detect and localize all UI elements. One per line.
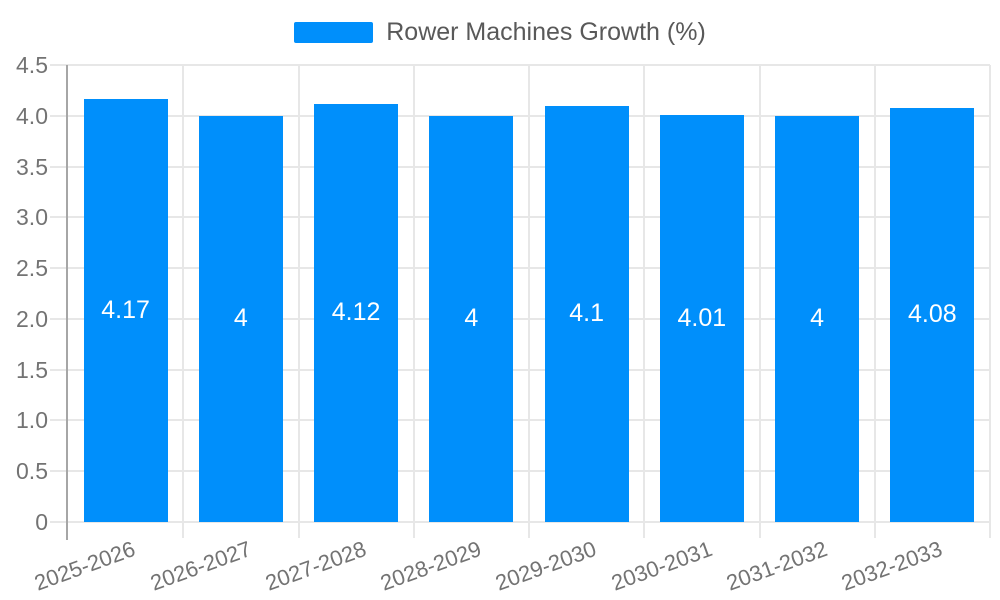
y-axis-tick (50, 521, 68, 523)
x-axis-label: 2029-2030 (492, 536, 600, 596)
bar-2030-2031[interactable]: 4.01 (659, 114, 744, 522)
x-axis-tick (182, 522, 185, 538)
y-axis-tick (50, 317, 68, 320)
bar-2025-2026[interactable]: 4.17 (83, 98, 168, 522)
y-axis-tick (50, 419, 68, 422)
x-axis-label: 2032-2033 (838, 536, 946, 596)
x-axis-tick (643, 522, 646, 538)
x-axis-tick (873, 522, 876, 538)
x-axis-label: 2026-2027 (146, 536, 255, 596)
x-axis-label: 2028-2029 (377, 536, 485, 596)
y-axis-label: 2.5 (16, 255, 48, 282)
y-axis-tick (50, 216, 68, 219)
y-axis-label: 1.5 (16, 356, 48, 383)
y-axis-tick (50, 368, 68, 371)
legend-label: Rower Machines Growth (%) (386, 18, 706, 46)
gridline-vertical (528, 65, 530, 522)
y-axis-tick (50, 267, 68, 270)
x-axis-label: 2027-2028 (261, 536, 370, 596)
legend-swatch-icon (294, 22, 374, 43)
x-axis-label: 2025-2026 (31, 536, 139, 596)
bar-2028-2029[interactable]: 4 (429, 115, 514, 522)
bar-2032-2033[interactable]: 4.08 (890, 107, 975, 522)
bar-value-label: 4 (464, 304, 479, 333)
y-axis-label: 1.0 (16, 407, 48, 434)
y-axis-label: 0 (35, 509, 48, 535)
bar-2026-2027[interactable]: 4 (198, 115, 283, 522)
gridline-vertical (297, 65, 300, 522)
y-axis-label: 3.0 (16, 204, 48, 231)
y-axis-tick (50, 64, 68, 66)
bar-value-label: 4 (233, 304, 248, 333)
bar-value-label: 4.17 (101, 295, 150, 324)
y-axis-label: 4.5 (16, 52, 48, 78)
y-axis-label: 3.5 (16, 153, 48, 180)
bar-2027-2028[interactable]: 4.12 (314, 103, 399, 522)
y-axis-label: 0.5 (16, 458, 48, 485)
x-axis-tick (412, 522, 415, 538)
bar-value-label: 4.1 (569, 299, 604, 328)
bar-2031-2032[interactable]: 4 (775, 115, 860, 522)
y-axis-label: 2.0 (16, 305, 48, 332)
gridline-vertical (873, 65, 876, 522)
gridline-vertical (989, 65, 991, 522)
x-axis-tick (989, 522, 991, 538)
x-axis-label: 2031-2032 (722, 536, 831, 596)
legend-item[interactable]: Rower Machines Growth (%) (0, 18, 1000, 47)
y-axis-tick (50, 165, 68, 168)
x-axis-tick (758, 522, 761, 538)
y-axis-line (66, 65, 68, 540)
x-axis-label: 2030-2031 (607, 536, 716, 596)
bar-value-label: 4.12 (331, 298, 381, 327)
x-axis-tick (297, 522, 300, 538)
gridline-vertical (412, 65, 415, 522)
gridline-vertical (758, 65, 761, 522)
bar-value-label: 4.01 (677, 303, 727, 332)
bar-2029-2030[interactable]: 4.1 (544, 105, 629, 522)
y-axis-tick (50, 114, 68, 117)
gridline-vertical (643, 65, 646, 522)
y-axis-tick (50, 470, 68, 473)
y-axis-label: 4.0 (16, 102, 48, 129)
gridline-vertical (182, 65, 185, 522)
x-axis-tick (528, 522, 530, 538)
bar-value-label: 4.08 (908, 300, 957, 329)
bar-value-label: 4 (810, 304, 825, 333)
